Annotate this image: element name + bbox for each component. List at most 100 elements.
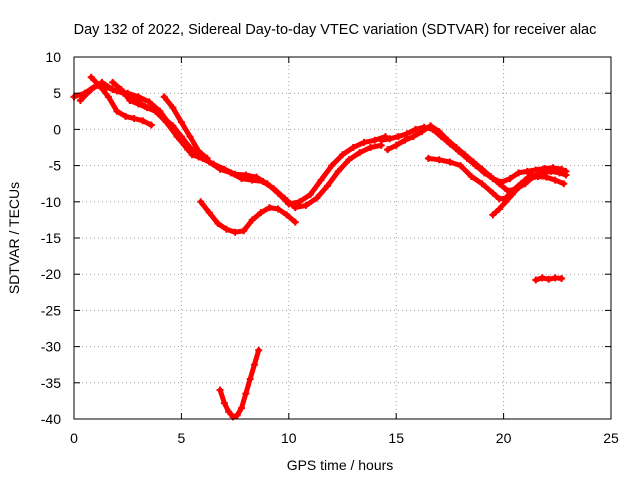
data-point <box>242 390 250 398</box>
data-point <box>248 176 256 184</box>
data-point <box>384 146 392 154</box>
x-tick-label: 20 <box>496 430 512 446</box>
data-point <box>205 209 213 217</box>
data-point <box>96 82 104 90</box>
y-tick-label: 0 <box>53 121 61 137</box>
data-point <box>528 170 536 178</box>
data-point <box>313 194 321 202</box>
data-point <box>259 178 267 186</box>
data-point <box>186 133 194 141</box>
data-point <box>160 93 168 101</box>
data-point <box>435 128 443 136</box>
data-point <box>470 158 478 166</box>
y-tick-label: -15 <box>41 230 61 246</box>
series-pass-e <box>197 198 299 236</box>
data-point <box>521 176 529 184</box>
data-point <box>145 98 153 106</box>
data-point <box>558 275 566 283</box>
data-point <box>506 175 514 183</box>
data-point <box>555 169 563 177</box>
data-point <box>147 121 155 129</box>
series-pass-j <box>489 170 536 219</box>
data-point <box>265 204 273 212</box>
data-point <box>502 198 510 206</box>
data-point <box>291 204 299 212</box>
data-point <box>296 198 304 206</box>
series-layer <box>70 73 570 421</box>
data-point <box>223 225 231 233</box>
data-point <box>444 136 452 144</box>
data-point <box>551 176 559 184</box>
data-point <box>291 218 299 226</box>
data-point <box>109 86 117 94</box>
data-point <box>538 274 546 282</box>
data-point <box>214 220 222 228</box>
data-point <box>515 183 523 191</box>
y-tick-label: -30 <box>41 339 61 355</box>
data-point <box>534 172 542 180</box>
data-point <box>177 118 185 126</box>
data-point <box>446 158 454 166</box>
data-point <box>551 274 559 282</box>
data-point <box>197 198 205 206</box>
data-point <box>467 172 475 180</box>
data-point <box>487 172 495 180</box>
data-point <box>87 73 95 81</box>
series-pass-k <box>532 274 566 284</box>
data-point <box>495 180 503 188</box>
data-point <box>227 169 235 177</box>
data-point <box>117 86 125 94</box>
data-point <box>345 156 353 164</box>
y-tick-label: -5 <box>49 158 62 174</box>
data-point <box>560 180 568 188</box>
y-tick-label: -40 <box>41 411 61 427</box>
series-pass-c <box>109 78 203 161</box>
data-point <box>427 122 435 130</box>
data-point <box>562 171 570 179</box>
data-point <box>435 156 443 164</box>
data-point <box>257 209 265 217</box>
data-point <box>394 133 402 141</box>
data-point <box>87 86 95 94</box>
data-point <box>281 194 289 202</box>
data-point <box>532 166 540 174</box>
series-track <box>161 94 210 161</box>
data-point <box>409 133 417 141</box>
data-point <box>139 117 147 125</box>
data-point <box>489 211 497 219</box>
data-point <box>240 227 248 235</box>
data-point <box>109 78 117 86</box>
data-point <box>238 404 246 412</box>
data-point <box>231 228 239 236</box>
data-point <box>371 136 379 144</box>
data-point <box>523 167 531 175</box>
data-point <box>238 175 246 183</box>
data-point <box>250 361 258 369</box>
data-point <box>377 136 385 144</box>
data-point <box>302 201 310 209</box>
data-point <box>508 191 516 199</box>
data-point <box>401 136 409 144</box>
data-point <box>104 93 112 101</box>
data-point <box>452 144 460 151</box>
data-point <box>246 375 254 383</box>
data-point <box>152 107 160 115</box>
series-pass-f <box>216 346 263 421</box>
x-tick-label: 25 <box>603 430 619 446</box>
data-point <box>216 165 224 173</box>
data-point <box>366 144 374 151</box>
data-point <box>255 346 263 354</box>
data-point <box>186 144 194 151</box>
data-point <box>134 100 142 108</box>
data-point <box>334 167 342 175</box>
data-point <box>328 162 336 170</box>
data-point <box>177 133 185 141</box>
y-tick-label: 10 <box>45 49 61 65</box>
data-point <box>386 135 394 143</box>
x-tick-label: 0 <box>70 430 78 446</box>
ticks <box>73 56 612 420</box>
data-point <box>489 189 497 197</box>
chart-title: Day 132 of 2022, Sidereal Day-to-day VTE… <box>74 22 597 38</box>
